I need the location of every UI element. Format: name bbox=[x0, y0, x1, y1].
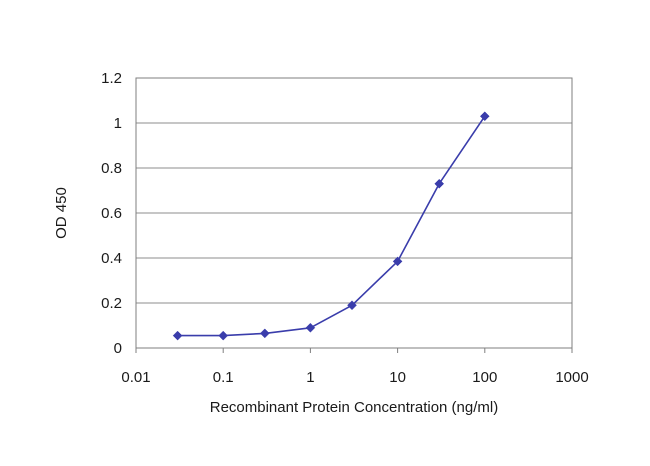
data-point bbox=[479, 111, 490, 122]
data-point bbox=[434, 178, 445, 189]
data-point bbox=[172, 330, 183, 341]
data-point bbox=[259, 328, 270, 339]
x-axis-title: Recombinant Protein Concentration (ng/ml… bbox=[210, 399, 498, 416]
data-point bbox=[347, 300, 357, 311]
plot-area-border bbox=[135, 77, 573, 349]
y-tick-label: 0 bbox=[114, 340, 122, 357]
x-tick-label: 1 bbox=[306, 369, 314, 386]
series-layer bbox=[172, 111, 490, 341]
y-tick-label: 1 bbox=[114, 115, 122, 132]
data-point bbox=[392, 256, 403, 267]
x-tick-label: 0.01 bbox=[121, 369, 150, 386]
y-tick-label: 1.2 bbox=[101, 70, 122, 87]
series-line bbox=[177, 115, 486, 337]
x-tick-label: 10 bbox=[389, 369, 406, 386]
y-tick-label: 0.2 bbox=[101, 295, 122, 312]
x-tick-label: 0.1 bbox=[213, 369, 234, 386]
y-axis-title: OD 450 bbox=[53, 187, 70, 239]
x-tick-label: 100 bbox=[472, 369, 497, 386]
data-point bbox=[305, 322, 316, 333]
y-tick-label: 0.6 bbox=[101, 205, 122, 222]
y-tick-label: 0.4 bbox=[101, 250, 122, 267]
data-point bbox=[218, 330, 229, 341]
y-tick-labels: 0 0.2 0.4 0.6 0.8 1 1.2 bbox=[101, 70, 122, 357]
y-tick-label: 0.8 bbox=[101, 160, 122, 177]
x-tick-label: 1000 bbox=[555, 369, 588, 386]
x-ticks bbox=[135, 348, 573, 353]
x-tick-labels: 0.01 0.1 1 10 100 1000 bbox=[121, 369, 588, 386]
